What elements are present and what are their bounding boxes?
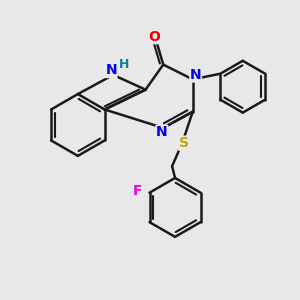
Text: H: H (119, 58, 130, 71)
Text: N: N (156, 125, 168, 139)
Text: F: F (132, 184, 142, 198)
Text: S: S (179, 136, 189, 150)
Text: O: O (148, 30, 160, 44)
Text: N: N (105, 64, 117, 77)
Text: N: N (190, 68, 202, 82)
